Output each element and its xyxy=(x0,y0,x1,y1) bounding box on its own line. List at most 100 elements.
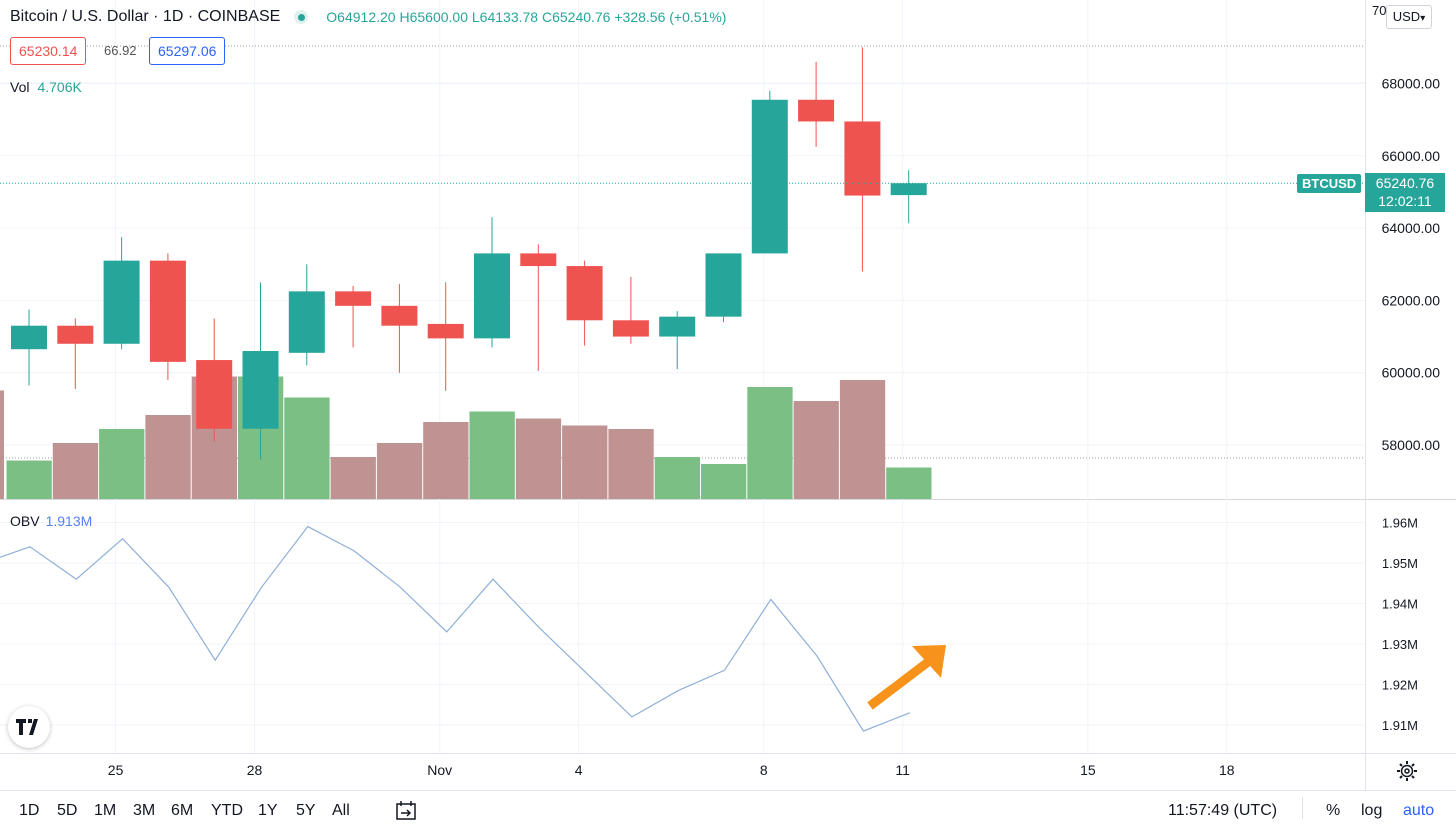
time-tick-label: 4 xyxy=(575,762,583,778)
volume-value: 4.706K xyxy=(37,79,82,95)
timeframe-button-5d[interactable]: 5D xyxy=(57,802,78,819)
timeframe-button-1d[interactable]: 1D xyxy=(19,802,40,819)
candle-body xyxy=(242,351,279,429)
volume-bar xyxy=(515,418,562,499)
volume-bar xyxy=(701,464,747,499)
toolbar-divider xyxy=(1302,797,1303,819)
symbol-title[interactable]: Bitcoin / U.S. Dollar · 1D · COINBASE xyxy=(10,8,281,25)
candle-body xyxy=(11,325,47,350)
open-value: O64912.20 xyxy=(326,9,396,25)
orange-arrow-icon xyxy=(867,645,946,710)
obv-legend: OBV 1.913M xyxy=(10,513,92,529)
volume-bar xyxy=(886,467,932,499)
candle-body xyxy=(844,121,881,196)
time-tick-label: 18 xyxy=(1219,762,1235,778)
live-dot-icon xyxy=(294,10,309,24)
timeframe-button-ytd[interactable]: YTD xyxy=(211,802,243,819)
candlesticks[interactable] xyxy=(0,47,1365,460)
volume-bar xyxy=(423,422,469,499)
volume-bar xyxy=(6,460,52,499)
timeframe-button-5y[interactable]: 5Y xyxy=(296,802,316,819)
time-tick-label: 11 xyxy=(895,762,910,778)
candle-body xyxy=(751,99,788,254)
spread-value: 66.92 xyxy=(104,43,137,58)
time-tick-label: 25 xyxy=(108,762,124,778)
gear-icon[interactable] xyxy=(1396,760,1418,787)
arrow-shaft xyxy=(867,658,931,710)
candle-body xyxy=(566,266,603,321)
volume-bar xyxy=(839,380,886,499)
candle-body xyxy=(520,253,557,267)
tradingview-logo-icon[interactable] xyxy=(8,706,50,748)
obv-tick-label: 1.92M xyxy=(1382,678,1418,693)
volume-bar xyxy=(793,401,839,499)
volume-bar xyxy=(747,387,793,499)
price-tick-label: 68000.00 xyxy=(1382,76,1441,92)
auto-scale-button[interactable]: auto xyxy=(1403,802,1435,819)
price-tick-label: 62000.00 xyxy=(1382,292,1441,308)
volume-bar xyxy=(469,411,515,499)
timeframe-button-3m[interactable]: 3M xyxy=(133,802,156,819)
timeframe-button-1m[interactable]: 1M xyxy=(94,802,117,819)
candle-body xyxy=(196,360,233,429)
candle-body xyxy=(474,253,510,339)
candle-body xyxy=(659,316,696,337)
last-price-value: 65240.76 xyxy=(1375,175,1435,191)
candle-body xyxy=(103,260,140,344)
time-tick-label: 8 xyxy=(760,762,768,778)
timeframe-button-1y[interactable]: 1Y xyxy=(258,802,278,819)
ohlc-values: O64912.20 H65600.00 L64133.78 C65240.76 … xyxy=(326,9,726,25)
sell-price-button[interactable]: 65230.14 xyxy=(10,37,87,65)
calendar-range-icon[interactable] xyxy=(395,800,417,827)
volume-bar xyxy=(654,457,700,499)
bar-countdown: 12:02:11 xyxy=(1378,193,1432,209)
volume-bar xyxy=(284,397,330,499)
obv-pane xyxy=(0,525,910,732)
buy-price-button[interactable]: 65297.06 xyxy=(149,37,226,65)
currency-label: USD xyxy=(1392,9,1421,24)
price-axis[interactable]: 58000.00 60000.00 62000.00 64000.00 66000.00… xyxy=(1382,76,1441,734)
candle-body xyxy=(890,183,927,196)
candle-body xyxy=(427,323,464,339)
timeframe-button-6m[interactable]: 6M xyxy=(171,802,194,819)
log-scale-button[interactable]: log xyxy=(1361,802,1383,819)
candle-body xyxy=(149,260,186,362)
volume-bars xyxy=(0,376,932,499)
candle-body xyxy=(335,291,372,306)
symbol-header: Bitcoin / U.S. Dollar · 1D · COINBASE O6… xyxy=(10,8,726,26)
volume-bar xyxy=(330,457,376,499)
volume-label: Vol xyxy=(10,79,30,95)
obv-tick-label: 1.95M xyxy=(1382,556,1418,571)
volume-bar xyxy=(608,429,654,499)
obv-label: OBV xyxy=(10,513,40,529)
volume-bar xyxy=(562,425,608,499)
price-tick-label: 66000.00 xyxy=(1382,148,1441,164)
time-tick-label: 15 xyxy=(1080,762,1096,778)
obv-value: 1.913M xyxy=(45,513,93,529)
volume-legend: Vol 4.706K xyxy=(10,79,82,95)
top-clipped-price-label: 70 xyxy=(1372,3,1387,18)
time-tick-label: 28 xyxy=(247,762,263,778)
bottom-toolbar xyxy=(0,790,1456,822)
close-value: C65240.76 xyxy=(541,9,611,25)
low-value: L64133.78 xyxy=(471,9,539,25)
obv-tick-label: 1.91M xyxy=(1382,718,1418,733)
timeframe-button-all[interactable]: All xyxy=(332,802,350,819)
change-value: +328.56 (+0.51%) xyxy=(614,9,727,25)
obv-tick-label: 1.96M xyxy=(1382,516,1418,531)
candle-body xyxy=(612,320,649,337)
utc-clock[interactable]: 11:57:49 (UTC) xyxy=(1168,802,1278,819)
arrow-head xyxy=(912,645,946,678)
candle-body xyxy=(798,99,835,122)
time-tick-label: Nov xyxy=(427,762,452,778)
candle-body xyxy=(381,305,418,326)
volume-bar xyxy=(99,429,145,499)
last-price-label: 65240.76 12:02:11 xyxy=(1365,173,1445,212)
price-tick-label: 60000.00 xyxy=(1382,365,1441,381)
percent-scale-button[interactable]: % xyxy=(1326,802,1341,819)
volume-bar xyxy=(52,443,99,499)
currency-selector[interactable]: USD▾ xyxy=(1386,5,1432,29)
obv-tick-label: 1.94M xyxy=(1382,597,1418,612)
time-axis[interactable]: 25 28 Nov 4 8 11 15 18 xyxy=(108,762,1235,778)
